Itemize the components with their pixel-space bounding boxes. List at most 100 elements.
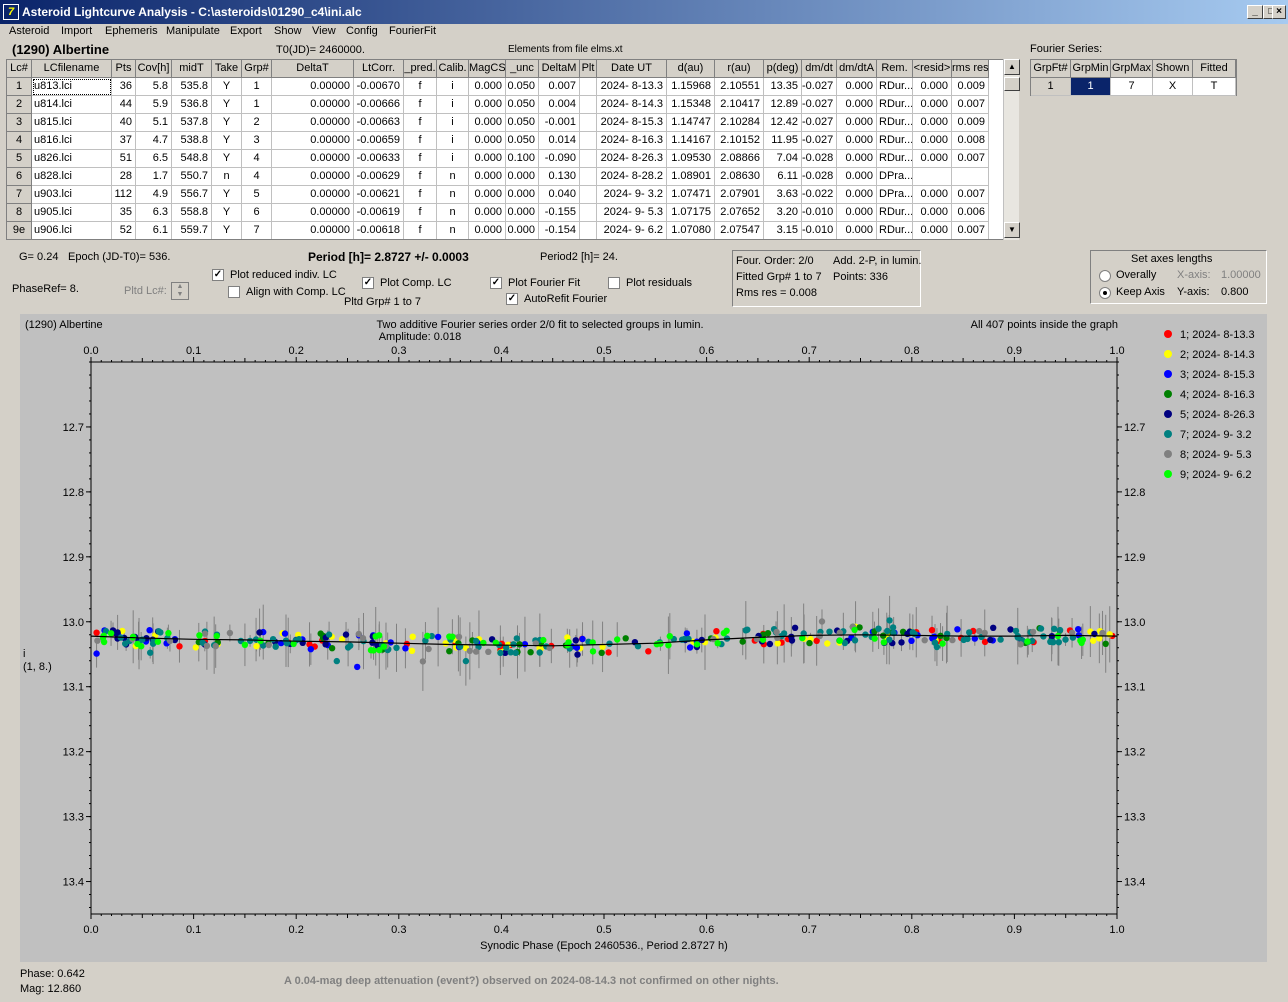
grid-cell[interactable]: 0.000 bbox=[913, 186, 952, 204]
grid-header-cell[interactable]: <resid> bbox=[913, 60, 952, 78]
table-row[interactable]: 4 u816.lci 37 4.7 538.8 Y 3 0.00000 -0.00659 f i 0.… bbox=[7, 132, 1004, 150]
grid-cell[interactable]: RDur... bbox=[877, 132, 913, 150]
grid-cell[interactable]: 6 bbox=[7, 168, 32, 186]
grid-cell[interactable]: 0.00000 bbox=[272, 78, 354, 96]
grid-cell[interactable]: 0.100 bbox=[506, 150, 539, 168]
grid-cell[interactable]: -0.00670 bbox=[354, 78, 404, 96]
grid-cell[interactable]: -0.001 bbox=[539, 114, 580, 132]
grid-cell[interactable]: 3.20 bbox=[764, 204, 802, 222]
grid-cell[interactable]: 0.000 bbox=[469, 96, 506, 114]
grid-cell[interactable]: i bbox=[437, 78, 469, 96]
scroll-down-icon[interactable]: ▼ bbox=[1004, 222, 1020, 238]
grid-cell[interactable]: u814.lci bbox=[32, 96, 112, 114]
grid-cell[interactable]: 6 bbox=[242, 204, 272, 222]
grid-cell[interactable]: 1.08901 bbox=[667, 168, 715, 186]
grid-cell[interactable]: -0.00629 bbox=[354, 168, 404, 186]
grid-cell[interactable]: 2.07652 bbox=[715, 204, 764, 222]
grid-cell[interactable]: RDur... bbox=[877, 114, 913, 132]
menu-ephemeris[interactable]: Ephemeris bbox=[105, 25, 158, 37]
grid-cell[interactable]: 35 bbox=[112, 204, 136, 222]
keep-axis-radio[interactable] bbox=[1099, 287, 1111, 299]
menu-config[interactable]: Config bbox=[346, 25, 378, 37]
grid-cell[interactable]: 1.7 bbox=[136, 168, 172, 186]
grid-cell[interactable] bbox=[913, 168, 952, 186]
grid-cell[interactable]: i bbox=[437, 96, 469, 114]
grid-cell[interactable]: 2 bbox=[7, 96, 32, 114]
plot-comp-checkbox[interactable]: ✓ bbox=[362, 277, 374, 289]
grid-cell[interactable]: f bbox=[404, 96, 437, 114]
fourier-grid[interactable]: GrpFt# 1 GrpMin 1 GrpMax 7 Shown X Fitted T bbox=[1030, 59, 1237, 96]
grid-cell[interactable]: 0.000 bbox=[913, 150, 952, 168]
fourier-cell[interactable]: 1 bbox=[1071, 78, 1111, 96]
grid-cell[interactable]: -0.027 bbox=[802, 78, 837, 96]
grid-cell[interactable]: 1 bbox=[242, 78, 272, 96]
grid-cell[interactable]: 3 bbox=[7, 114, 32, 132]
grid-cell[interactable]: 0.050 bbox=[506, 78, 539, 96]
grid-cell[interactable]: 0.00000 bbox=[272, 186, 354, 204]
grid-cell[interactable]: 0.000 bbox=[913, 114, 952, 132]
menu-fourierfit[interactable]: FourierFit bbox=[389, 25, 437, 37]
grid-cell[interactable] bbox=[580, 132, 597, 150]
grid-header-cell[interactable]: Grp# bbox=[242, 60, 272, 78]
grid-cell[interactable]: 0.000 bbox=[469, 186, 506, 204]
grid-cell[interactable]: 5.8 bbox=[136, 78, 172, 96]
grid-cell[interactable]: 37 bbox=[112, 132, 136, 150]
grid-cell[interactable] bbox=[580, 114, 597, 132]
grid-cell[interactable]: Y bbox=[212, 150, 242, 168]
grid-cell[interactable]: 0.000 bbox=[469, 132, 506, 150]
grid-scrollbar[interactable]: ▲ ▼ bbox=[1003, 59, 1020, 240]
grid-cell[interactable]: 2 bbox=[242, 114, 272, 132]
close-button[interactable]: × bbox=[1272, 5, 1286, 19]
fourier-cell[interactable]: T bbox=[1193, 78, 1236, 96]
menu-show[interactable]: Show bbox=[274, 25, 302, 37]
grid-cell[interactable]: 0.050 bbox=[506, 114, 539, 132]
grid-cell[interactable]: -0.154 bbox=[539, 222, 580, 239]
grid-cell[interactable] bbox=[580, 186, 597, 204]
grid-cell[interactable]: -0.00666 bbox=[354, 96, 404, 114]
grid-cell[interactable]: 0.004 bbox=[539, 96, 580, 114]
grid-cell[interactable]: 0.000 bbox=[913, 96, 952, 114]
grid-cell[interactable]: 559.7 bbox=[172, 222, 212, 239]
grid-cell[interactable] bbox=[580, 168, 597, 186]
grid-cell[interactable]: 0.007 bbox=[952, 150, 989, 168]
grid-cell[interactable]: 0.00000 bbox=[272, 150, 354, 168]
grid-cell[interactable]: RDur... bbox=[877, 222, 913, 239]
grid-cell[interactable]: 1.07080 bbox=[667, 222, 715, 239]
grid-cell[interactable]: u828.lci bbox=[32, 168, 112, 186]
table-row[interactable]: 5 u826.lci 51 6.5 548.8 Y 4 0.00000 -0.00633 f i 0.… bbox=[7, 150, 1004, 168]
grid-cell[interactable]: 0.000 bbox=[913, 204, 952, 222]
scroll-thumb[interactable] bbox=[1004, 77, 1020, 91]
grid-cell[interactable]: 0.000 bbox=[837, 132, 877, 150]
menu-asteroid[interactable]: Asteroid bbox=[9, 25, 50, 37]
grid-header-cell[interactable]: dm/dtA bbox=[837, 60, 877, 78]
grid-cell[interactable]: 6.5 bbox=[136, 150, 172, 168]
grid-cell[interactable]: u816.lci bbox=[32, 132, 112, 150]
grid-cell[interactable]: 13.35 bbox=[764, 78, 802, 96]
grid-cell[interactable]: 3 bbox=[242, 132, 272, 150]
grid-cell[interactable]: 5 bbox=[242, 186, 272, 204]
grid-cell[interactable]: 2024- 8-28.2 bbox=[597, 168, 667, 186]
grid-cell[interactable]: 0.000 bbox=[837, 168, 877, 186]
grid-cell[interactable]: 0.040 bbox=[539, 186, 580, 204]
grid-cell[interactable]: 12.89 bbox=[764, 96, 802, 114]
grid-cell[interactable]: RDur... bbox=[877, 96, 913, 114]
grid-cell[interactable]: 0.000 bbox=[837, 186, 877, 204]
grid-cell[interactable]: f bbox=[404, 222, 437, 239]
grid-cell[interactable]: 537.8 bbox=[172, 114, 212, 132]
grid-cell[interactable]: 2.10284 bbox=[715, 114, 764, 132]
grid-cell[interactable]: n bbox=[437, 186, 469, 204]
grid-cell[interactable]: n bbox=[437, 168, 469, 186]
grid-header-cell[interactable]: rms res bbox=[952, 60, 989, 78]
grid-cell[interactable]: 40 bbox=[112, 114, 136, 132]
grid-cell[interactable]: 2024- 8-16.3 bbox=[597, 132, 667, 150]
grid-header-cell[interactable]: Pts bbox=[112, 60, 136, 78]
pltd-lc-spinner[interactable]: ▲ ▼ bbox=[171, 282, 189, 300]
grid-cell[interactable]: 2024- 9- 3.2 bbox=[597, 186, 667, 204]
grid-cell[interactable]: 112 bbox=[112, 186, 136, 204]
grid-cell[interactable]: f bbox=[404, 150, 437, 168]
grid-cell[interactable]: n bbox=[437, 222, 469, 239]
grid-cell[interactable]: 5.9 bbox=[136, 96, 172, 114]
grid-cell[interactable]: -0.00659 bbox=[354, 132, 404, 150]
lightcurve-plot[interactable]: (1290) Albertine Two additive Fourier ser… bbox=[20, 314, 1267, 962]
grid-header-cell[interactable]: _unc bbox=[506, 60, 539, 78]
